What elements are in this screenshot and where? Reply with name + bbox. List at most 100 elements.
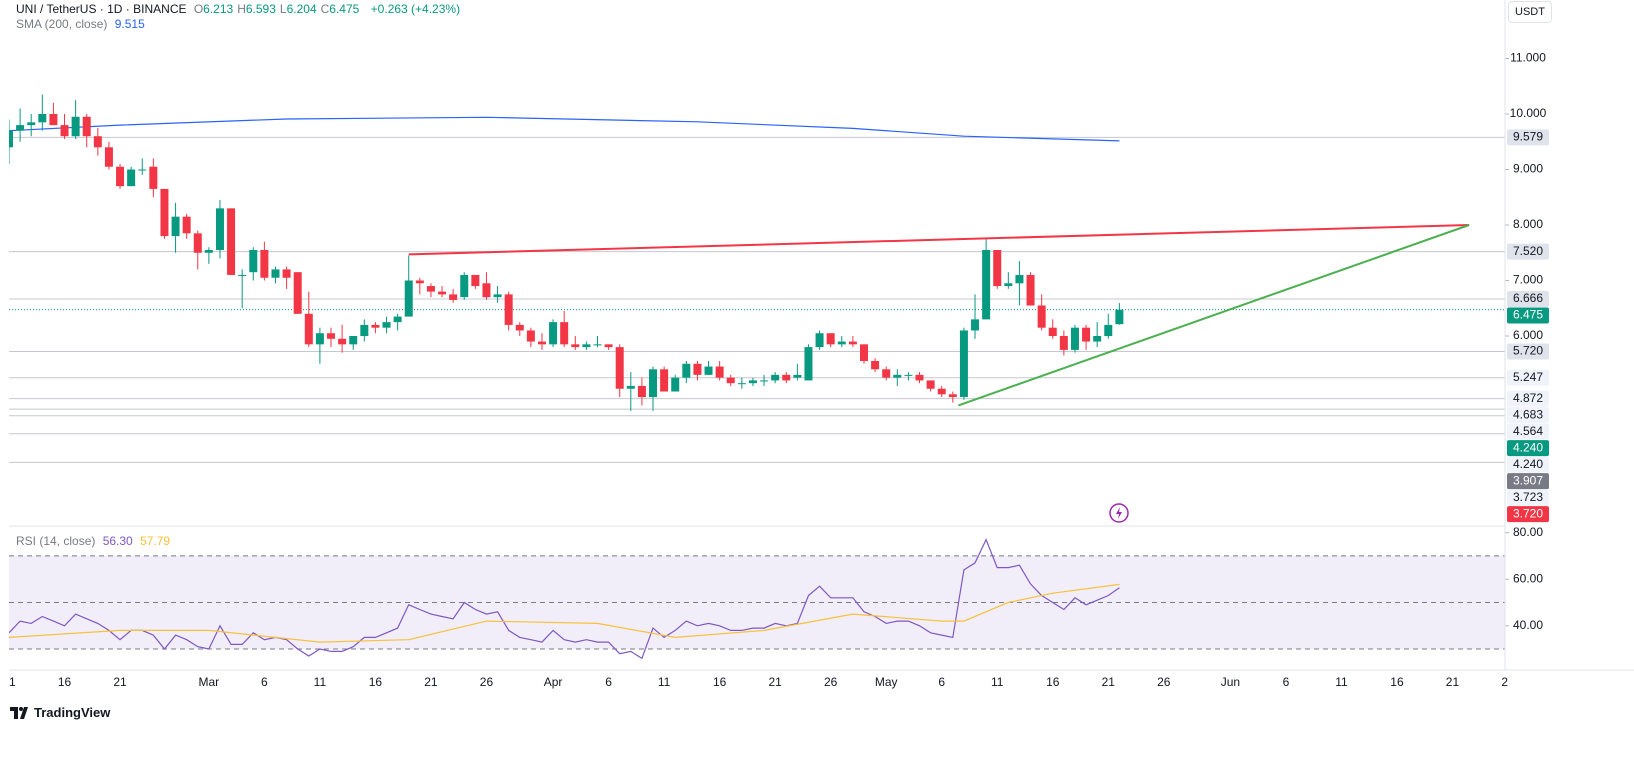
currency-button[interactable]: USDT [1508,1,1552,23]
price-label: 4.564 [1513,424,1543,438]
candle-body [1115,309,1124,325]
candle-body [537,341,546,345]
candle-body [915,374,924,381]
candle-body [227,208,236,275]
candle-body [571,344,580,348]
price-label-box [1507,456,1549,473]
trendline [958,224,1470,407]
candle-body [82,116,91,137]
price-label-box [1507,291,1549,308]
candle-body [815,333,824,348]
ohlc-key: L [279,2,287,16]
candle-body [1082,327,1091,342]
candle-body [859,344,868,361]
candle-body [1037,305,1046,328]
candle-body [549,322,558,345]
candle-body [182,216,191,234]
price-label-box [1507,423,1549,440]
candle-body [404,280,413,317]
candle-body [282,269,291,278]
x-tick-label: Jun [1221,675,1240,689]
y-tick-label: 8.000 [1513,217,1543,231]
ohlc-value: 6.204 [286,2,317,16]
candle-body [982,249,991,320]
candle-body [60,125,69,137]
symbol[interactable]: UNI / TetherUS · 1D · BINANCE [16,2,187,16]
candle-body [260,249,269,278]
price-label: 4.240 [1513,457,1543,471]
candle-body [1104,324,1113,337]
y-tick-label: 6.000 [1513,328,1543,342]
x-tick-label: 6 [605,675,612,689]
ohlc-value: 6.475 [329,2,360,16]
candle-body [693,363,702,375]
candle-body [515,324,524,331]
candle-body [1026,274,1035,306]
candle-body [315,333,324,345]
candle-body [160,188,169,237]
candle-body [649,369,658,398]
candle-body [582,344,591,348]
candle-body [771,374,780,381]
candle-body [704,366,713,375]
price-label: 5.247 [1513,370,1543,384]
price-label: 3.723 [1513,490,1543,504]
price-label: 9.579 [1513,130,1543,144]
x-tick-label: 26 [1157,675,1171,689]
price-label: 3.907 [1513,473,1543,487]
candle-body [893,374,902,378]
candle-body [937,388,946,395]
candle-body [748,380,757,384]
candle-body [204,249,213,253]
ohlc-key: O [193,2,204,16]
price-label-box [1507,307,1549,324]
y-tick-label: 7.000 [1513,273,1543,287]
candle-body [393,316,402,323]
candle-body [848,341,857,345]
candle-body [1070,327,1079,350]
price-label-box [1507,407,1549,424]
x-tick-label: 21 [1102,675,1116,689]
price-label-box [1507,369,1549,386]
x-tick-label: 16 [58,675,72,689]
candle-body [626,385,635,389]
x-tick-label: 16 [1046,675,1060,689]
price-label: 3.720 [1513,506,1543,520]
candle-body [471,274,480,287]
alert-icon[interactable] [1109,503,1129,523]
price-label-box [1507,390,1549,407]
candle-body [526,330,535,342]
candle-body [926,380,935,389]
candle-body [793,374,802,378]
x-tick-label: 11 [314,675,327,689]
candle-body [993,249,1002,287]
candle-body [449,294,458,300]
candle-body [715,366,724,378]
candle-body [493,294,502,298]
x-tick-label: 21 [113,675,127,689]
rsi-ma-value: 57.79 [140,534,171,548]
trendline [408,224,1470,256]
candle-body [104,147,113,167]
x-tick-label: 16 [369,675,383,689]
x-tick-label: May [875,675,898,689]
candle-body [271,269,280,278]
candle-body [238,274,247,276]
rsi-label[interactable]: RSI (14, close) [16,534,96,548]
candle-body [726,377,735,384]
candle-body [249,249,258,273]
y-tick-label: 10.000 [1510,106,1547,120]
price-label: 4.683 [1513,407,1543,421]
candle-body [593,344,602,346]
x-tick-label: 26 [480,675,494,689]
candle-body [149,166,158,189]
candle-body [360,324,369,337]
candle-body [1059,336,1068,350]
candle-body [127,169,136,187]
candle-body [871,360,880,370]
ohlc-key: C [320,2,330,16]
candle-body [215,208,224,250]
price-label-box [1507,440,1549,457]
sma-label[interactable]: SMA (200, close) [16,17,108,31]
